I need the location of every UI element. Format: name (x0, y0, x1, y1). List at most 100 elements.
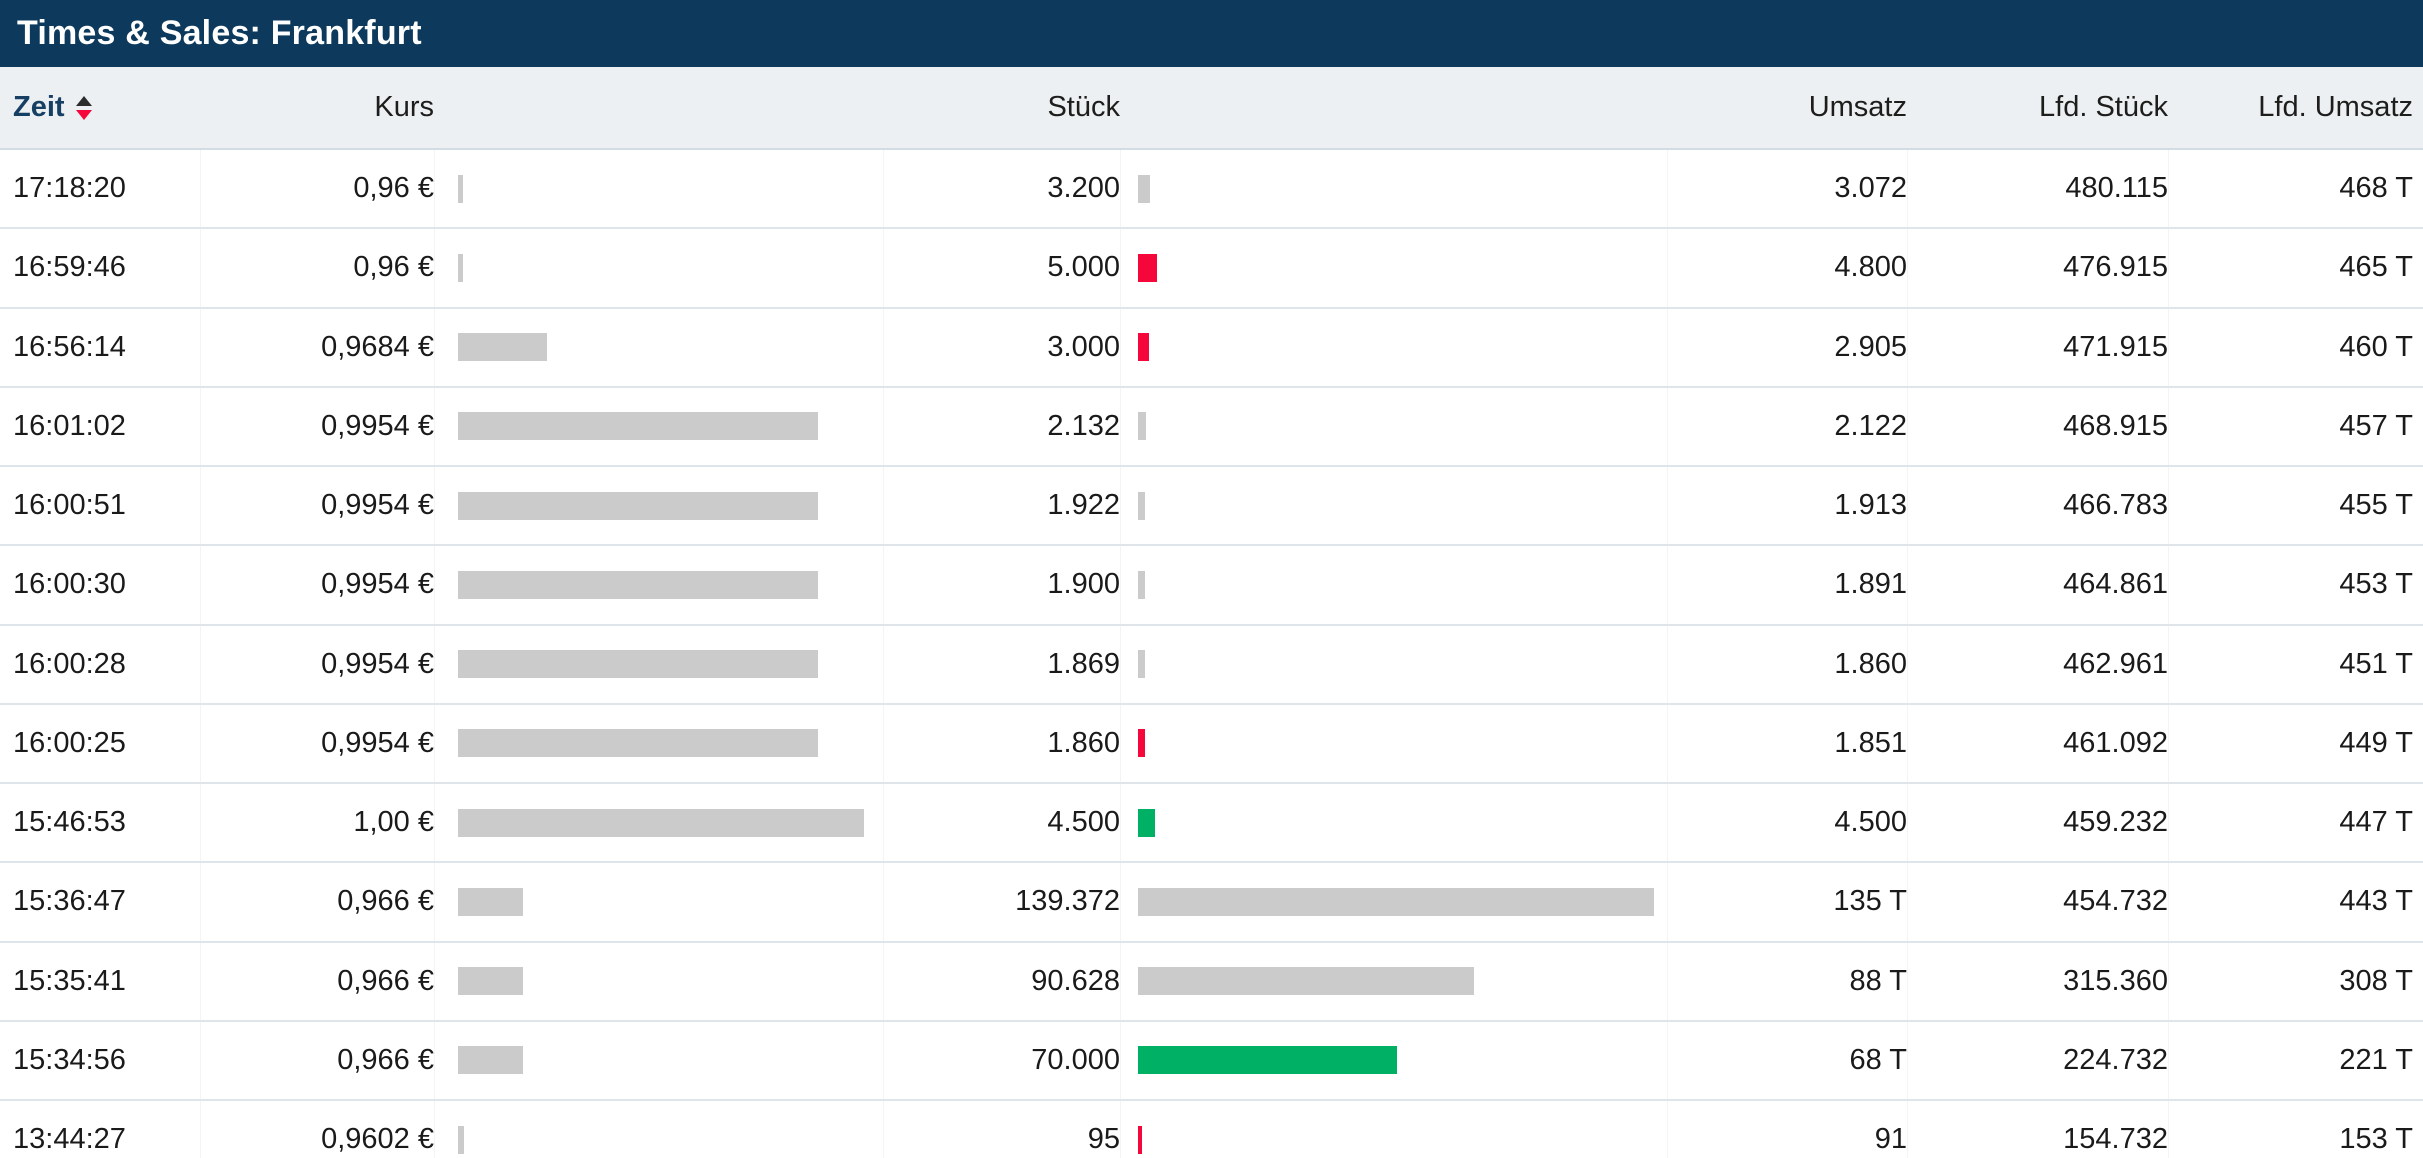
cell-kurs: 0,9954 € (200, 704, 434, 782)
kurs-range-bar (458, 253, 463, 282)
cell-stueck-bar (1120, 546, 1667, 624)
cell-lfd-stueck: 462.961 (1907, 625, 2168, 703)
cell-lfd-stueck: 466.783 (1907, 467, 2168, 545)
cell-stueck: 139.372 (883, 863, 1120, 941)
cell-stueck-bar (1120, 704, 1667, 782)
cell-stueck-bar (1120, 784, 1667, 862)
cell-umsatz: 2.122 (1667, 387, 1907, 465)
cell-kurs-bar (434, 942, 883, 1020)
cell-stueck: 3.200 (883, 150, 1120, 228)
cell-umsatz: 135 T (1667, 863, 1907, 941)
cell-kurs: 0,96 € (200, 150, 434, 228)
kurs-range-bar (458, 1046, 523, 1075)
kurs-range-bar (458, 174, 463, 203)
table-row: 16:00:25 0,9954 € 1.860 1.851 461.092 449 T (0, 702, 2423, 782)
cell-lfd-stueck: 459.232 (1907, 784, 2168, 862)
column-header-umsatz[interactable]: Umsatz (1808, 91, 1907, 123)
cell-kurs-bar (434, 229, 883, 307)
column-header-kurs-bar-spacer (434, 67, 883, 148)
kurs-range-bar (458, 412, 818, 441)
stueck-volume-bar (1138, 491, 1145, 520)
cell-stueck: 5.000 (883, 229, 1120, 307)
cell-lfd-umsatz: 451 T (2168, 625, 2423, 703)
cell-stueck: 1.900 (883, 546, 1120, 624)
cell-stueck-bar (1120, 863, 1667, 941)
cell-stueck-bar (1120, 1101, 1667, 1158)
cell-zeit: 13:44:27 (13, 1123, 126, 1156)
cell-kurs: 0,9954 € (200, 387, 434, 465)
table-row: 15:34:56 0,966 € 70.000 68 T 224.732 221 T (0, 1019, 2423, 1099)
cell-lfd-umsatz: 453 T (2168, 546, 2423, 624)
cell-stueck: 1.860 (883, 704, 1120, 782)
cell-kurs-bar (434, 625, 883, 703)
cell-stueck-bar (1120, 625, 1667, 703)
cell-lfd-umsatz: 221 T (2168, 1021, 2423, 1099)
table-row: 16:59:46 0,96 € 5.000 4.800 476.915 465 T (0, 227, 2423, 307)
cell-kurs-bar (434, 1021, 883, 1099)
cell-stueck-bar (1120, 942, 1667, 1020)
column-header-zeit-label: Zeit (13, 91, 65, 123)
cell-lfd-stueck: 471.915 (1907, 308, 2168, 386)
cell-kurs-bar (434, 704, 883, 782)
table-row: 15:35:41 0,966 € 90.628 88 T 315.360 308 T (0, 940, 2423, 1020)
cell-umsatz: 3.072 (1667, 150, 1907, 228)
stueck-volume-bar (1138, 967, 1474, 996)
cell-kurs-bar (434, 863, 883, 941)
cell-kurs: 1,00 € (200, 784, 434, 862)
column-header-lfd-stueck[interactable]: Lfd. Stück (2039, 91, 2168, 123)
cell-kurs: 0,966 € (200, 1021, 434, 1099)
cell-lfd-stueck: 464.861 (1907, 546, 2168, 624)
kurs-range-bar (458, 650, 818, 679)
cell-lfd-umsatz: 455 T (2168, 467, 2423, 545)
cell-stueck-bar (1120, 1021, 1667, 1099)
cell-umsatz: 4.500 (1667, 784, 1907, 862)
kurs-range-bar (458, 887, 523, 916)
cell-stueck-bar (1120, 150, 1667, 228)
cell-kurs-bar (434, 1101, 883, 1158)
cell-lfd-stueck: 154.732 (1907, 1101, 2168, 1158)
cell-zeit: 16:00:25 (13, 726, 126, 759)
cell-kurs: 0,9602 € (200, 1101, 434, 1158)
cell-kurs-bar (434, 150, 883, 228)
kurs-range-bar (458, 967, 523, 996)
cell-stueck: 3.000 (883, 308, 1120, 386)
cell-zeit: 16:59:46 (13, 251, 126, 284)
column-header-kurs[interactable]: Kurs (374, 91, 434, 123)
cell-umsatz: 68 T (1667, 1021, 1907, 1099)
sort-desc-arrow-icon (75, 109, 92, 120)
cell-stueck-bar (1120, 387, 1667, 465)
cell-kurs: 0,96 € (200, 229, 434, 307)
cell-lfd-umsatz: 443 T (2168, 863, 2423, 941)
cell-lfd-umsatz: 447 T (2168, 784, 2423, 862)
cell-lfd-stueck: 476.915 (1907, 229, 2168, 307)
column-header-zeit[interactable]: Zeit (0, 67, 200, 148)
cell-lfd-stueck: 315.360 (1907, 942, 2168, 1020)
cell-kurs-bar (434, 784, 883, 862)
stueck-volume-bar (1138, 887, 1654, 916)
cell-umsatz: 1.860 (1667, 625, 1907, 703)
cell-kurs-bar (434, 546, 883, 624)
cell-lfd-stueck: 480.115 (1907, 150, 2168, 228)
cell-kurs: 0,9684 € (200, 308, 434, 386)
table-row: 17:18:20 0,96 € 3.200 3.072 480.115 468 T (0, 150, 2423, 228)
table-row: 16:01:02 0,9954 € 2.132 2.122 468.915 457 T (0, 385, 2423, 465)
column-header-stueck-bar-spacer (1120, 67, 1667, 148)
table-row: 16:00:30 0,9954 € 1.900 1.891 464.861 453 T (0, 544, 2423, 624)
cell-zeit: 17:18:20 (13, 172, 126, 205)
stueck-volume-bar (1138, 650, 1145, 679)
cell-umsatz: 88 T (1667, 942, 1907, 1020)
column-header-lfd-umsatz[interactable]: Lfd. Umsatz (2258, 91, 2413, 123)
cell-umsatz: 1.913 (1667, 467, 1907, 545)
cell-umsatz: 2.905 (1667, 308, 1907, 386)
stueck-volume-bar (1138, 1125, 1142, 1154)
cell-zeit: 16:00:51 (13, 489, 126, 522)
sort-icon[interactable] (75, 95, 92, 120)
cell-umsatz: 91 (1667, 1101, 1907, 1158)
cell-kurs: 0,9954 € (200, 546, 434, 624)
cell-lfd-umsatz: 153 T (2168, 1101, 2423, 1158)
cell-kurs-bar (434, 308, 883, 386)
cell-kurs: 0,9954 € (200, 625, 434, 703)
cell-zeit: 16:00:28 (13, 647, 126, 680)
cell-stueck: 95 (883, 1101, 1120, 1158)
column-header-stueck[interactable]: Stück (1047, 91, 1120, 123)
